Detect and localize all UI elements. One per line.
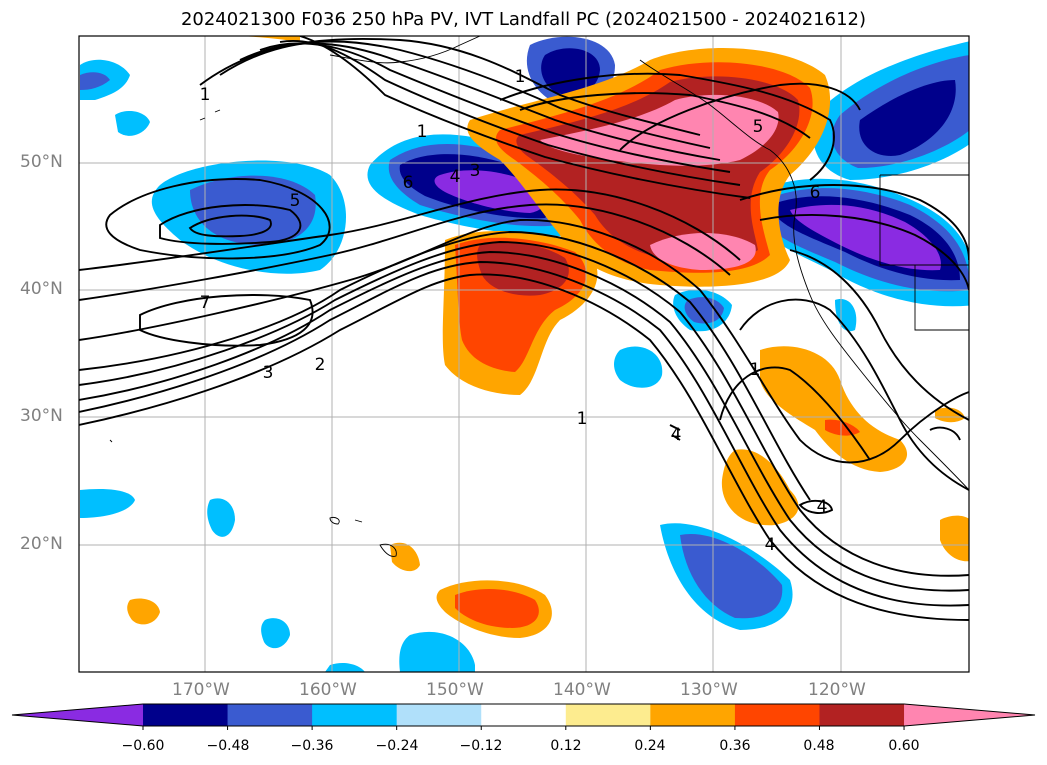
contour-label: 4: [450, 167, 461, 187]
contour-labels: 1 1 3 4 6 5 7 3 2 1 1 1 5 6 4 4 4: [200, 67, 828, 555]
pv-contours: [79, 36, 969, 621]
lon-label: 130°W: [680, 680, 738, 700]
colorbar-tick: −0.24: [375, 738, 419, 754]
lat-label: 50°N: [20, 152, 63, 172]
colorbar-tick: −0.60: [121, 738, 165, 754]
colorbar: [11, 703, 1036, 730]
contour-label: 5: [290, 191, 301, 211]
positive-anomaly-shading: [127, 36, 969, 638]
contour-label: 4: [671, 425, 682, 445]
contour-label: 1: [200, 85, 211, 105]
colorbar-cell: [481, 704, 567, 726]
contour-label: 1: [577, 409, 588, 429]
contour-label: 5: [753, 117, 764, 137]
colorbar-tick: 0.36: [719, 738, 751, 754]
contour-label: 3: [470, 161, 481, 181]
contour-label: 4: [817, 497, 828, 517]
contour-label: 4: [765, 535, 776, 555]
contour-label: 7: [200, 293, 211, 313]
colorbar-tick: −0.36: [290, 738, 334, 754]
colorbar-cell: [650, 704, 736, 726]
lat-label: 40°N: [20, 279, 63, 299]
lat-label: 30°N: [20, 406, 63, 426]
lon-label: 120°W: [808, 680, 866, 700]
lon-label: 140°W: [553, 680, 611, 700]
colorbar-tick: 0.48: [803, 738, 835, 754]
colorbar-extend-max: [904, 704, 1035, 726]
colorbar-cell: [565, 704, 651, 726]
contour-label: 3: [263, 363, 274, 383]
colorbar-tick: 0.24: [634, 738, 666, 754]
colorbar-cell: [396, 704, 482, 726]
lon-label: 150°W: [426, 680, 484, 700]
colorbar-cell: [312, 704, 398, 726]
contour-label: 1: [750, 360, 761, 380]
contour-label: 1: [515, 67, 526, 87]
colorbar-tick: −0.48: [206, 738, 250, 754]
colorbar-extend-min: [12, 704, 143, 726]
contour-label: 2: [315, 355, 326, 375]
contour-label: 1: [417, 122, 428, 142]
map-plot: 1 1 3 4 6 5 7 3 2 1 1 1 5 6 4 4 4: [78, 35, 970, 673]
lat-label: 20°N: [20, 534, 63, 554]
lon-label: 160°W: [299, 680, 357, 700]
colorbar-tick: 0.12: [550, 738, 582, 754]
colorbar-cell: [734, 704, 820, 726]
map-title: 2024021300 F036 250 hPa PV, IVT Landfall…: [180, 9, 867, 30]
lon-label: 170°W: [172, 680, 230, 700]
colorbar-cell: [143, 704, 229, 726]
colorbar-cell: [227, 704, 313, 726]
colorbar-tick: −0.12: [459, 738, 503, 754]
colorbar-cell: [819, 704, 905, 726]
colorbar-tick: 0.60: [888, 738, 920, 754]
contour-label: 6: [403, 173, 414, 193]
contour-label: 6: [810, 183, 821, 203]
